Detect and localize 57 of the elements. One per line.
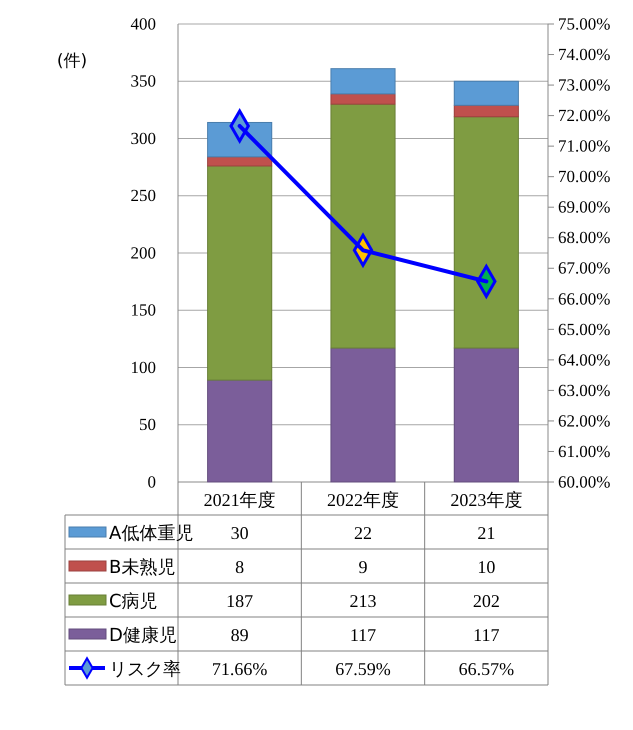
bar [330,104,396,349]
y2-tick-label: 73.00% [558,76,610,95]
y-tick-label: 100 [130,358,156,377]
y2-tick-label: 74.00% [558,44,610,64]
x-tick-label: 2022年度 [327,490,399,510]
data-label: 117 [473,625,500,645]
data-label: 187 [226,591,254,611]
y-tick-label: 200 [130,243,156,262]
bar [454,80,519,106]
y-tick-label: 400 [130,14,156,34]
y-tick-label: 250 [130,186,156,206]
data-label: 67.59% [335,659,391,679]
data-label: 8 [235,557,244,577]
y2-tick-label: 66.00% [558,289,610,308]
y-tick-label: 0 [148,472,156,492]
x-tick-label: 2021年度 [204,490,276,510]
legend-label: C病児 [109,591,158,612]
data-label: 117 [350,625,376,645]
data-label: 9 [358,557,368,577]
y2-tick-label: 61.00% [558,442,610,461]
data-label: 10 [477,557,496,577]
y2-tick-label: 71.00% [558,136,610,156]
y2-tick-label: 60.00% [558,472,610,492]
x-tick-label: 2023年度 [450,490,522,510]
bar [330,348,396,482]
data-label: 66.57% [458,659,514,679]
y2-tick-label: 62.00% [558,411,610,430]
y2-tick-label: 64.00% [558,350,610,370]
legend-label: D健康児 [109,625,177,646]
bar [330,68,396,94]
legend-label: B未熟児 [109,557,176,578]
data-label: 89 [230,625,249,645]
bar [207,165,272,381]
bar [454,348,519,482]
y-tick-label: 50 [139,415,156,434]
y-tick-label: 300 [130,128,156,148]
y2-tick-label: 65.00% [558,320,610,339]
bar [207,380,272,482]
data-label: 22 [354,523,372,543]
data-label: 30 [230,523,249,543]
data-label: 213 [350,591,376,611]
y-axis-title: (件) [56,51,88,71]
data-label: 71.66% [212,659,268,679]
legend-label: リスク率 [109,659,181,680]
y2-tick-label: 70.00% [558,167,610,186]
bar [454,116,519,349]
y-tick-label: 150 [130,300,156,320]
y-tick-label: 350 [130,72,156,91]
y2-tick-label: 67.00% [558,258,610,278]
data-label: 21 [477,523,496,543]
y2-tick-label: 69.00% [558,198,610,217]
y2-tick-label: 63.00% [558,380,610,400]
y2-tick-label: 72.00% [558,106,610,126]
y2-tick-label: 75.00% [558,14,610,34]
y2-tick-label: 68.00% [558,228,610,248]
legend-label: A低体重児 [109,523,194,544]
data-label: 202 [472,591,500,611]
